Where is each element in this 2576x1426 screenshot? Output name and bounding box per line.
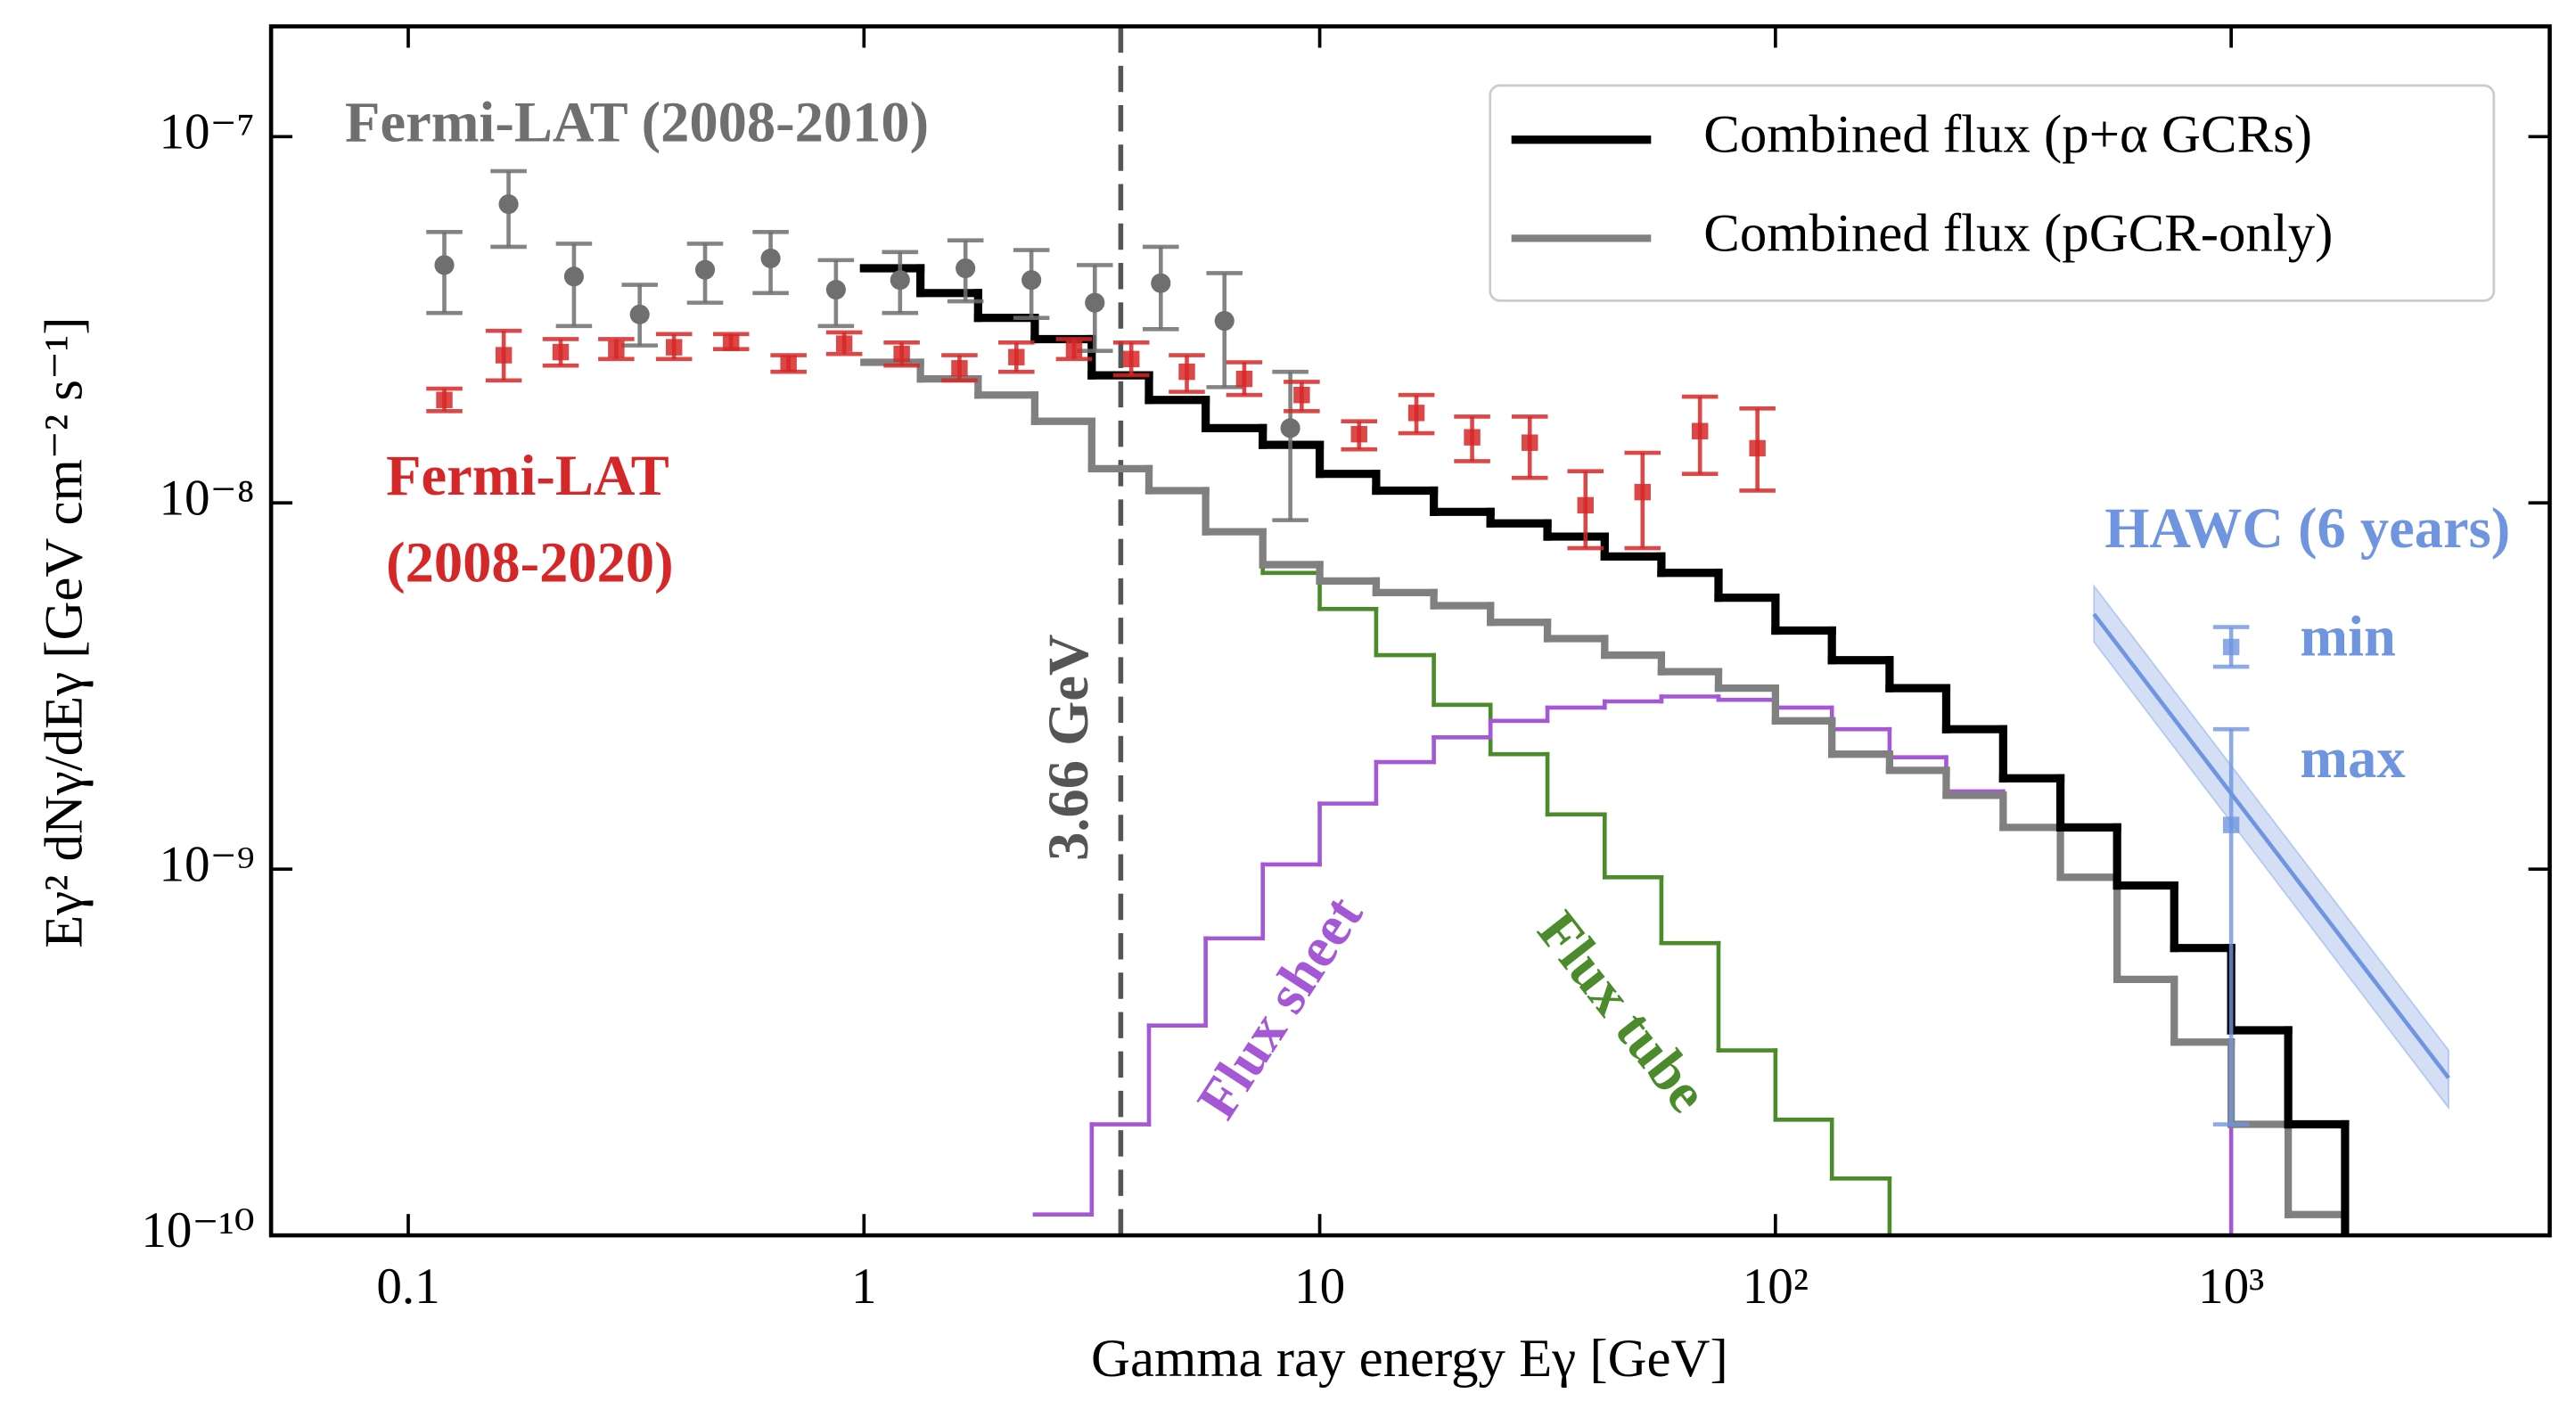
data-point	[434, 255, 455, 275]
y-tick-label: 10⁻⁸	[159, 470, 254, 526]
y-tick-label: 10⁻⁹	[159, 836, 254, 892]
data-point	[825, 279, 846, 300]
data-point	[1214, 310, 1235, 332]
annotation: 3.66 GeV	[1037, 635, 1100, 861]
data-point	[2222, 638, 2240, 656]
data-point	[1235, 370, 1253, 388]
annotation: min	[2300, 605, 2396, 668]
x-tick-label: 1	[851, 1258, 877, 1315]
y-tick-label: 10⁻¹⁰	[141, 1202, 254, 1258]
data-point	[890, 270, 910, 291]
x-axis-label: Gamma ray energy Eγ [GeV]	[1091, 1329, 1728, 1389]
data-point	[1749, 439, 1766, 457]
data-point	[1008, 348, 1025, 365]
annotation: Fermi-LAT	[386, 444, 669, 507]
plot-area	[426, 26, 2450, 1236]
data-point	[893, 345, 910, 363]
data-point	[1178, 363, 1195, 381]
data-point	[1280, 418, 1300, 438]
y-tick-label: 10⁻⁷	[159, 103, 254, 160]
data-point	[498, 194, 519, 215]
data-point	[1522, 434, 1538, 451]
data-point	[760, 248, 781, 269]
data-point	[1350, 425, 1367, 443]
data-point	[956, 258, 976, 279]
plot-frame	[268, 24, 2552, 1238]
data-point	[1577, 496, 1594, 514]
y-axis-label: Eγ² dNγ/dEγ [GeV cm⁻² s⁻¹]	[34, 316, 94, 947]
data-point	[665, 339, 683, 356]
x-tick-label: 0.1	[376, 1258, 439, 1315]
data-point	[629, 304, 650, 324]
annotation: Fermi-LAT (2008-2010)	[345, 91, 929, 154]
annotation: HAWC (6 years)	[2104, 496, 2510, 560]
data-point	[1691, 422, 1709, 439]
hawc-line	[2092, 612, 2450, 1079]
data-point	[563, 266, 584, 287]
legend-box	[1489, 84, 2496, 302]
data-point	[1151, 273, 1171, 293]
annotation: max	[2300, 726, 2405, 790]
data-point	[723, 334, 740, 351]
x-tick-label: 10²	[1743, 1258, 1809, 1315]
data-point	[495, 347, 513, 364]
data-point	[1085, 292, 1105, 313]
data-point	[1634, 483, 1651, 501]
data-point	[1407, 405, 1425, 422]
legend-label: Combined flux (p+α GCRs)	[1703, 105, 2312, 165]
data-point	[780, 355, 797, 373]
data-point	[951, 360, 968, 377]
data-point	[835, 335, 853, 352]
x-tick-label: 10	[1294, 1258, 1345, 1315]
data-point	[1293, 387, 1310, 404]
data-point	[608, 340, 625, 357]
data-point	[694, 259, 716, 280]
data-point	[1122, 350, 1140, 368]
data-point	[2222, 816, 2240, 833]
legend-label: Combined flux (pGCR-only)	[1703, 203, 2333, 263]
annotation: (2008-2020)	[386, 531, 673, 594]
data-point	[1065, 340, 1083, 357]
x-tick-label: 10³	[2198, 1258, 2264, 1315]
data-point	[1464, 429, 1481, 446]
data-point	[552, 343, 570, 361]
data-point	[1021, 270, 1042, 291]
data-point	[436, 391, 453, 408]
